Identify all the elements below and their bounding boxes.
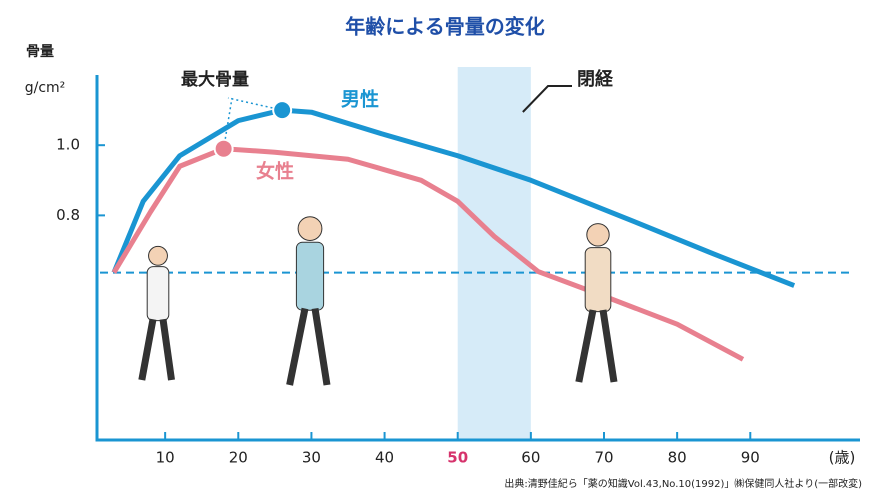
x-tick-label: 40 [375, 449, 394, 467]
x-tick-label: 60 [521, 449, 540, 467]
shaded-pointer [522, 85, 572, 113]
figure-body [584, 247, 612, 313]
figure [286, 216, 331, 386]
y-tick-label: 0.8 [56, 206, 80, 224]
series-label: 女性 [256, 160, 294, 183]
figure-legs [286, 307, 331, 386]
peak-marker [213, 138, 234, 159]
y-label: 骨量 [26, 43, 54, 60]
shaded-range [457, 67, 531, 440]
figure-body [295, 241, 325, 311]
x-tick-label: 50 [447, 449, 468, 467]
chart-title: 年齢による骨量の変化 [345, 15, 544, 39]
y-unit: g/cm² [25, 80, 66, 96]
x-tick-label: 10 [156, 449, 175, 467]
figure-body [146, 266, 170, 322]
peak-pointer [222, 97, 233, 149]
line-0 [111, 107, 796, 288]
shaded-label: 閉経 [577, 68, 614, 90]
figure-head [297, 216, 323, 242]
x-tick-label: 80 [668, 449, 687, 467]
peak-pointer [227, 97, 283, 111]
x-tick-label: 70 [594, 449, 613, 467]
figure-legs [575, 309, 618, 383]
x-label: (歳) [829, 449, 856, 467]
peak-marker [272, 100, 293, 121]
source: 出典:清野佳紀ら「薬の知識Vol.43,No.10(1992)」㈱保健同人社より… [504, 477, 862, 490]
peak-label: 最大骨量 [181, 69, 249, 90]
x-tick-label: 30 [302, 449, 321, 467]
figure [575, 223, 618, 383]
figure-head [586, 223, 610, 247]
axis [95, 75, 860, 442]
figure-head [148, 245, 168, 266]
x-tick-label: 90 [741, 449, 760, 467]
figure-legs [138, 318, 175, 381]
x-tick-label: 20 [229, 449, 248, 467]
line-1 [111, 146, 745, 362]
y-tick-label: 1.0 [56, 136, 80, 154]
series-label: 男性 [341, 88, 379, 111]
figure [138, 245, 175, 381]
